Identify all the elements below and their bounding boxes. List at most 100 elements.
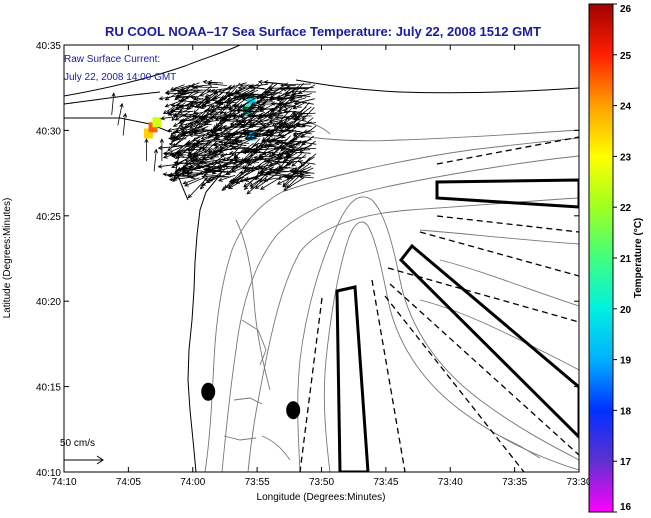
current-vector [157, 162, 186, 169]
scale-arrow [64, 455, 104, 465]
plot-area [64, 45, 579, 472]
chart-title: RU COOL NOAA–17 Sea Surface Temperature:… [105, 24, 541, 39]
y-tick-label: 40:20 [36, 297, 61, 308]
current-vector [241, 111, 265, 123]
current-vector [169, 84, 185, 91]
colorbar-tick-label: 25 [620, 51, 632, 62]
current-vector [292, 129, 308, 141]
current-vector [226, 89, 250, 103]
current-vector [282, 104, 302, 109]
current-vector [299, 167, 314, 175]
current-vector [260, 83, 278, 97]
current-vector [290, 93, 312, 101]
current-vector [240, 83, 263, 98]
current-vector [117, 102, 124, 126]
sst-patch [143, 128, 153, 139]
current-vector [172, 115, 192, 128]
x-tick-label: 74:00 [180, 477, 205, 488]
current-vector [190, 84, 210, 89]
current-vector [293, 98, 315, 105]
current-vector [263, 172, 279, 182]
current-vector [204, 88, 223, 103]
sst-patch [246, 130, 256, 141]
current-vector [263, 130, 288, 137]
current-vector [283, 108, 301, 114]
current-vector [257, 158, 273, 169]
colorbar-tick-label: 21 [620, 254, 632, 265]
current-vector [217, 174, 236, 182]
current-vector [182, 112, 204, 118]
current-vector [173, 165, 192, 180]
y-tick-label: 40:25 [36, 212, 61, 223]
current-vector [299, 140, 316, 154]
buoy-marker [201, 382, 216, 401]
current-vector [226, 130, 254, 136]
current-vector [216, 140, 231, 153]
current-vector [249, 83, 268, 89]
colorbar-label: Temperature (°C) [633, 218, 644, 299]
current-vector [122, 112, 128, 136]
current-vector [288, 111, 305, 130]
current-vector [292, 101, 307, 110]
current-vector [277, 140, 302, 156]
x-tick-label: 73:40 [438, 477, 463, 488]
current-vector [238, 93, 264, 108]
current-vector [180, 82, 200, 91]
current-vector [263, 80, 287, 85]
current-vector [283, 97, 307, 106]
y-axis-ticks: 40:10 40:15 40:20 40:25 40:30 40:35 [36, 41, 579, 479]
x-tick-label: 73:45 [373, 477, 398, 488]
current-vector [300, 153, 317, 167]
current-vector [209, 115, 233, 133]
x-tick-label: 73:30 [566, 477, 591, 488]
current-vector [271, 135, 291, 157]
y-axis-label: Latitude (Degrees:Minutes) [2, 198, 13, 319]
colorbar-tick-label: 20 [620, 305, 632, 316]
current-vector [276, 158, 293, 175]
x-tick-label: 73:35 [502, 477, 527, 488]
subtitle-line-2: July 22, 2008 14:00 GMT [64, 72, 176, 83]
y-tick-label: 40:10 [36, 468, 61, 479]
current-vector [247, 151, 273, 166]
x-tick-label: 74:05 [116, 477, 141, 488]
current-vector [237, 103, 256, 119]
current-vector [167, 126, 186, 133]
current-vector [280, 83, 296, 88]
current-vector [233, 143, 254, 158]
current-vector [228, 138, 250, 148]
current-vector [301, 107, 315, 121]
current-vector [232, 89, 256, 100]
current-vector [198, 112, 218, 129]
current-vector [167, 134, 190, 152]
sst-patch [148, 122, 158, 133]
current-vector [269, 85, 292, 98]
current-vector [182, 152, 203, 169]
colorbar-tick-label: 23 [620, 152, 632, 163]
buoy-marker [286, 401, 301, 420]
colorbar-tick-label: 26 [620, 4, 632, 15]
current-vector [217, 84, 235, 105]
x-tick-label: 73:55 [245, 477, 270, 488]
current-vector [168, 172, 190, 178]
current-vector [298, 160, 316, 165]
current-vector [193, 120, 214, 132]
current-vector [276, 87, 293, 99]
current-vector [171, 140, 190, 158]
current-vector [190, 126, 209, 134]
current-vector [283, 177, 305, 191]
current-vector [297, 84, 316, 95]
current-vector [281, 87, 310, 92]
current-vector [175, 140, 195, 155]
current-vector [218, 103, 240, 125]
current-vector [257, 161, 271, 175]
y-tick-label: 40:30 [36, 126, 61, 137]
current-vector [178, 85, 203, 95]
current-vector [267, 135, 284, 144]
current-vector [279, 128, 300, 133]
current-vector [286, 163, 310, 180]
current-vector [171, 153, 196, 168]
current-vector [300, 125, 317, 139]
current-vector [256, 82, 274, 100]
colorbar-tick-label: 24 [620, 102, 632, 113]
current-vector [230, 137, 254, 150]
